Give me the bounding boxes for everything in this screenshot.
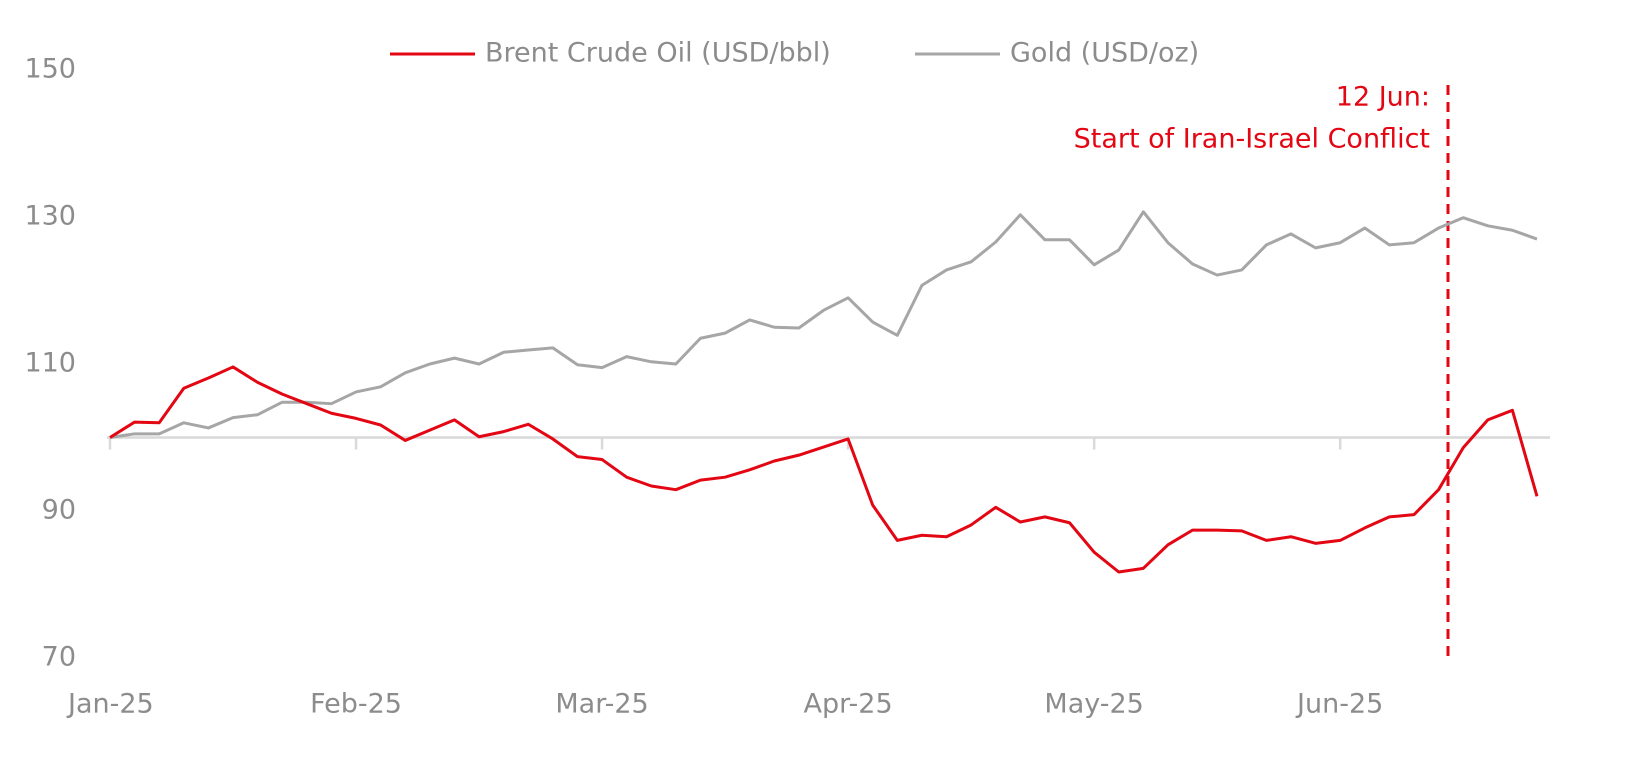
- x-tick-label: Mar-25: [555, 689, 648, 720]
- y-tick-label: 110: [24, 348, 76, 379]
- x-tick-label: Jan-25: [66, 689, 154, 720]
- y-tick-label: 70: [42, 642, 76, 673]
- annotation-line: 12 Jun:: [1336, 82, 1430, 113]
- y-tick-label: 90: [42, 495, 76, 526]
- legend-label: Brent Crude Oil (USD/bbl): [485, 38, 831, 69]
- x-tick-label: Feb-25: [310, 689, 402, 720]
- x-tick-label: May-25: [1044, 689, 1143, 720]
- y-tick-label: 130: [24, 201, 76, 232]
- x-tick-label: Apr-25: [804, 689, 893, 720]
- series-line: [109, 365, 1539, 574]
- annotation-line: Start of Iran-Israel Conflict: [1074, 124, 1430, 155]
- series-line: [109, 210, 1538, 439]
- y-tick-label: 150: [24, 54, 76, 85]
- legend-label: Gold (USD/oz): [1010, 38, 1199, 69]
- x-tick-label: Jun-25: [1295, 689, 1383, 720]
